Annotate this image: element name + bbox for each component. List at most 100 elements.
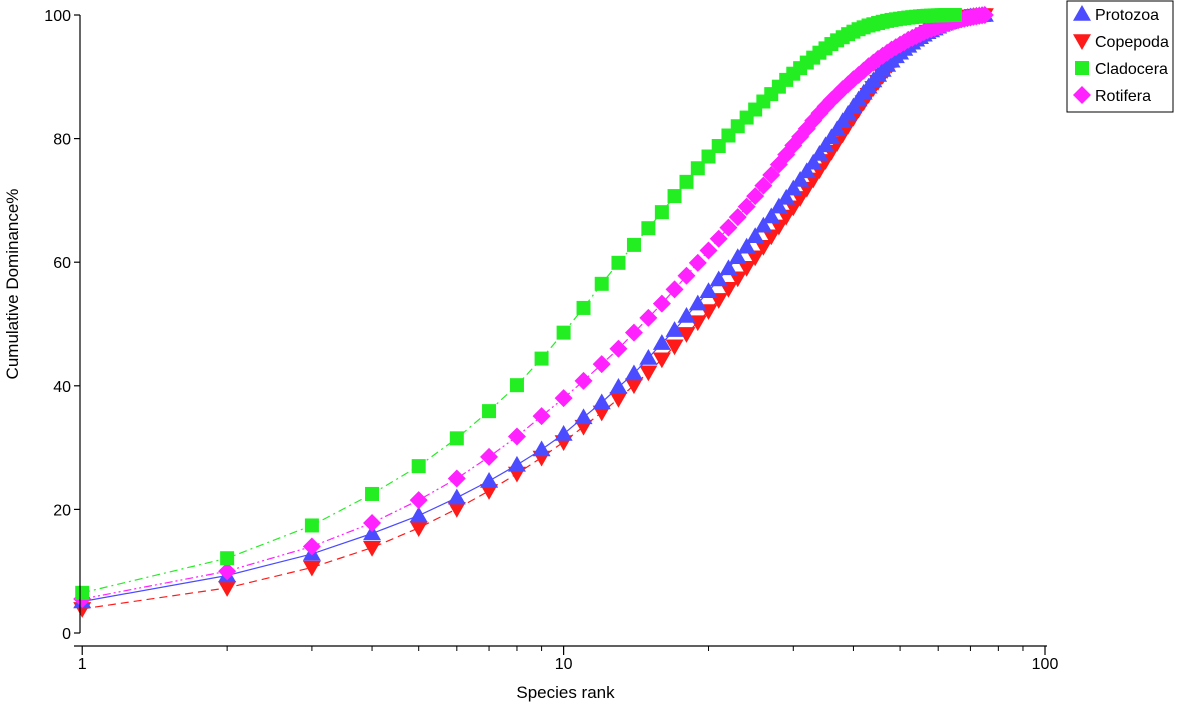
data-point-cladocera bbox=[365, 486, 380, 501]
data-point-copepoda bbox=[592, 405, 611, 422]
data-point-cladocera bbox=[690, 161, 705, 176]
data-point-protozoa bbox=[480, 471, 499, 488]
data-point-rotifera bbox=[592, 355, 611, 374]
data-point-protozoa bbox=[797, 162, 816, 179]
data-point-protozoa bbox=[447, 488, 466, 505]
data-point-protozoa bbox=[822, 128, 841, 145]
data-point-cladocera bbox=[711, 139, 726, 154]
data-point-cladocera bbox=[411, 459, 426, 474]
data-point-copepoda bbox=[409, 521, 428, 537]
data-point-copepoda bbox=[480, 484, 499, 500]
data-point-copepoda bbox=[746, 250, 765, 267]
data-point-protozoa bbox=[592, 393, 611, 410]
data-point-protozoa bbox=[804, 153, 823, 170]
data-point-cladocera bbox=[947, 8, 962, 22]
series-rotifera bbox=[73, 6, 994, 609]
data-point-cladocera bbox=[594, 276, 609, 291]
data-point-protozoa bbox=[746, 227, 765, 243]
data-point-cladocera bbox=[667, 189, 682, 204]
y-tick-label: 80 bbox=[53, 132, 71, 149]
data-point-cladocera bbox=[611, 255, 626, 270]
data-point-protozoa bbox=[728, 248, 747, 265]
data-point-rotifera bbox=[532, 407, 551, 426]
data-point-rotifera bbox=[728, 208, 747, 227]
legend-marker-copepoda bbox=[1073, 34, 1091, 50]
data-point-copepoda bbox=[762, 229, 781, 246]
data-point-cladocera bbox=[304, 518, 319, 533]
data-point-protozoa bbox=[677, 306, 696, 323]
legend-marker-protozoa bbox=[1073, 5, 1091, 21]
data-point-rotifera bbox=[975, 6, 994, 24]
legend-marker-rotifera bbox=[1073, 86, 1091, 104]
data-point-cladocera bbox=[534, 351, 549, 366]
data-point-cladocera bbox=[576, 300, 591, 315]
data-point-cladocera bbox=[220, 551, 235, 566]
data-point-protozoa bbox=[532, 440, 551, 457]
data-point-protozoa bbox=[554, 425, 573, 441]
data-point-rotifera bbox=[302, 537, 321, 556]
data-point-protozoa bbox=[777, 188, 796, 205]
data-point-protozoa bbox=[719, 259, 738, 276]
data-point-protozoa bbox=[810, 145, 829, 161]
data-point-protozoa bbox=[507, 455, 526, 472]
data-point-rotifera bbox=[762, 166, 781, 185]
data-point-copepoda bbox=[665, 339, 684, 356]
data-point-copepoda bbox=[639, 365, 658, 382]
data-point-rotifera bbox=[409, 491, 428, 510]
data-point-rotifera bbox=[447, 469, 466, 488]
data-point-rotifera bbox=[218, 562, 237, 581]
data-point-protozoa bbox=[639, 348, 658, 365]
data-point-copepoda bbox=[218, 581, 237, 597]
data-point-protozoa bbox=[363, 524, 382, 541]
data-point-cladocera bbox=[75, 585, 90, 600]
data-point-protozoa bbox=[409, 506, 428, 523]
legend-label-protozoa: Protozoa bbox=[1095, 7, 1159, 24]
data-point-protozoa bbox=[688, 294, 707, 311]
data-point-cladocera bbox=[679, 174, 694, 189]
data-point-copepoda bbox=[728, 271, 747, 288]
data-point-rotifera bbox=[574, 371, 593, 390]
y-tick-label: 40 bbox=[53, 379, 71, 396]
data-point-protozoa bbox=[624, 364, 643, 381]
data-point-rotifera bbox=[480, 447, 499, 466]
data-point-protozoa bbox=[699, 282, 718, 298]
data-point-protozoa bbox=[665, 321, 684, 337]
data-point-copepoda bbox=[363, 540, 382, 557]
data-point-rotifera bbox=[699, 241, 718, 260]
data-point-cladocera bbox=[654, 205, 669, 220]
data-point-protozoa bbox=[791, 171, 810, 187]
data-point-protozoa bbox=[769, 197, 788, 214]
x-axis-title: Species rank bbox=[516, 683, 615, 702]
data-point-protozoa bbox=[737, 237, 756, 254]
data-point-copepoda bbox=[769, 219, 788, 236]
legend-label-cladocera: Cladocera bbox=[1095, 61, 1168, 78]
data-point-rotifera bbox=[665, 280, 684, 299]
legend-marker-cladocera bbox=[1075, 61, 1089, 75]
y-tick-label: 20 bbox=[53, 502, 71, 519]
series-line-rotifera bbox=[82, 14, 985, 600]
series-cladocera bbox=[75, 8, 962, 600]
y-tick-label: 0 bbox=[62, 626, 71, 643]
data-point-rotifera bbox=[719, 218, 738, 237]
series-protozoa bbox=[73, 6, 994, 609]
data-point-protozoa bbox=[828, 120, 847, 137]
legend: Protozoa Copepoda Cladocera Rotifera bbox=[1066, 0, 1174, 113]
data-point-cladocera bbox=[482, 404, 497, 419]
data-point-rotifera bbox=[639, 308, 658, 327]
data-point-rotifera bbox=[746, 187, 765, 206]
data-point-rotifera bbox=[507, 427, 526, 446]
data-point-copepoda bbox=[737, 261, 756, 277]
data-point-rotifera bbox=[554, 389, 573, 408]
data-point-protozoa bbox=[816, 136, 835, 153]
data-point-copepoda bbox=[754, 240, 773, 256]
data-point-cladocera bbox=[701, 149, 716, 164]
data-point-cladocera bbox=[641, 221, 656, 236]
data-point-rotifera bbox=[688, 253, 707, 272]
data-point-protozoa bbox=[609, 378, 628, 394]
data-point-rotifera bbox=[797, 119, 816, 138]
y-axis-title: Cumulative Dominance% bbox=[3, 189, 22, 380]
data-point-protozoa bbox=[652, 334, 671, 350]
data-point-protozoa bbox=[754, 216, 773, 233]
data-point-rotifera bbox=[652, 294, 671, 313]
